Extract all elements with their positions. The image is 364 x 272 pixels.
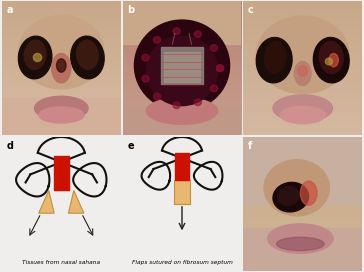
Ellipse shape: [134, 20, 230, 111]
Ellipse shape: [217, 65, 223, 72]
Ellipse shape: [146, 98, 218, 124]
Text: c: c: [248, 5, 254, 16]
Ellipse shape: [77, 40, 98, 69]
Polygon shape: [39, 190, 54, 213]
Bar: [123, 106, 241, 135]
Ellipse shape: [273, 183, 309, 212]
Text: Tissues from nasal sahana: Tissues from nasal sahana: [22, 260, 100, 265]
Ellipse shape: [154, 36, 161, 43]
Bar: [243, 228, 362, 271]
Ellipse shape: [273, 95, 332, 122]
Bar: [161, 47, 203, 84]
Ellipse shape: [19, 16, 104, 89]
Bar: [164, 52, 200, 82]
Ellipse shape: [300, 181, 317, 205]
Ellipse shape: [173, 28, 180, 35]
Ellipse shape: [194, 31, 201, 38]
Ellipse shape: [56, 59, 66, 72]
Text: b: b: [127, 5, 134, 16]
Text: Flaps sutured on fibrosum septum: Flaps sutured on fibrosum septum: [131, 260, 233, 265]
Bar: [54, 156, 69, 190]
Ellipse shape: [268, 224, 333, 253]
Bar: [175, 153, 189, 180]
Ellipse shape: [210, 85, 218, 92]
Ellipse shape: [146, 36, 218, 106]
Ellipse shape: [280, 106, 325, 124]
Ellipse shape: [325, 58, 332, 65]
Ellipse shape: [210, 45, 218, 51]
Ellipse shape: [319, 42, 343, 73]
Bar: [243, 137, 362, 204]
Ellipse shape: [313, 38, 349, 83]
Ellipse shape: [278, 186, 299, 205]
Ellipse shape: [71, 36, 104, 79]
Ellipse shape: [256, 38, 292, 83]
Ellipse shape: [173, 102, 180, 109]
Ellipse shape: [19, 36, 52, 79]
Ellipse shape: [24, 40, 46, 69]
Bar: [174, 180, 190, 204]
Ellipse shape: [142, 54, 149, 61]
Ellipse shape: [265, 42, 286, 73]
Ellipse shape: [277, 237, 324, 251]
Ellipse shape: [52, 54, 71, 83]
Text: a: a: [7, 5, 13, 16]
Text: f: f: [248, 141, 252, 151]
Bar: [123, 1, 241, 44]
Ellipse shape: [33, 54, 41, 61]
Ellipse shape: [35, 96, 88, 120]
Ellipse shape: [142, 75, 149, 82]
Polygon shape: [68, 190, 84, 213]
Ellipse shape: [154, 93, 161, 100]
Text: d: d: [7, 141, 13, 151]
Ellipse shape: [264, 160, 329, 216]
Ellipse shape: [298, 66, 308, 76]
Ellipse shape: [39, 107, 84, 123]
Ellipse shape: [329, 54, 339, 67]
Ellipse shape: [194, 99, 201, 106]
Bar: [2, 98, 121, 135]
Ellipse shape: [256, 16, 349, 94]
Ellipse shape: [294, 61, 311, 86]
Text: e: e: [127, 141, 134, 151]
Ellipse shape: [217, 65, 223, 72]
